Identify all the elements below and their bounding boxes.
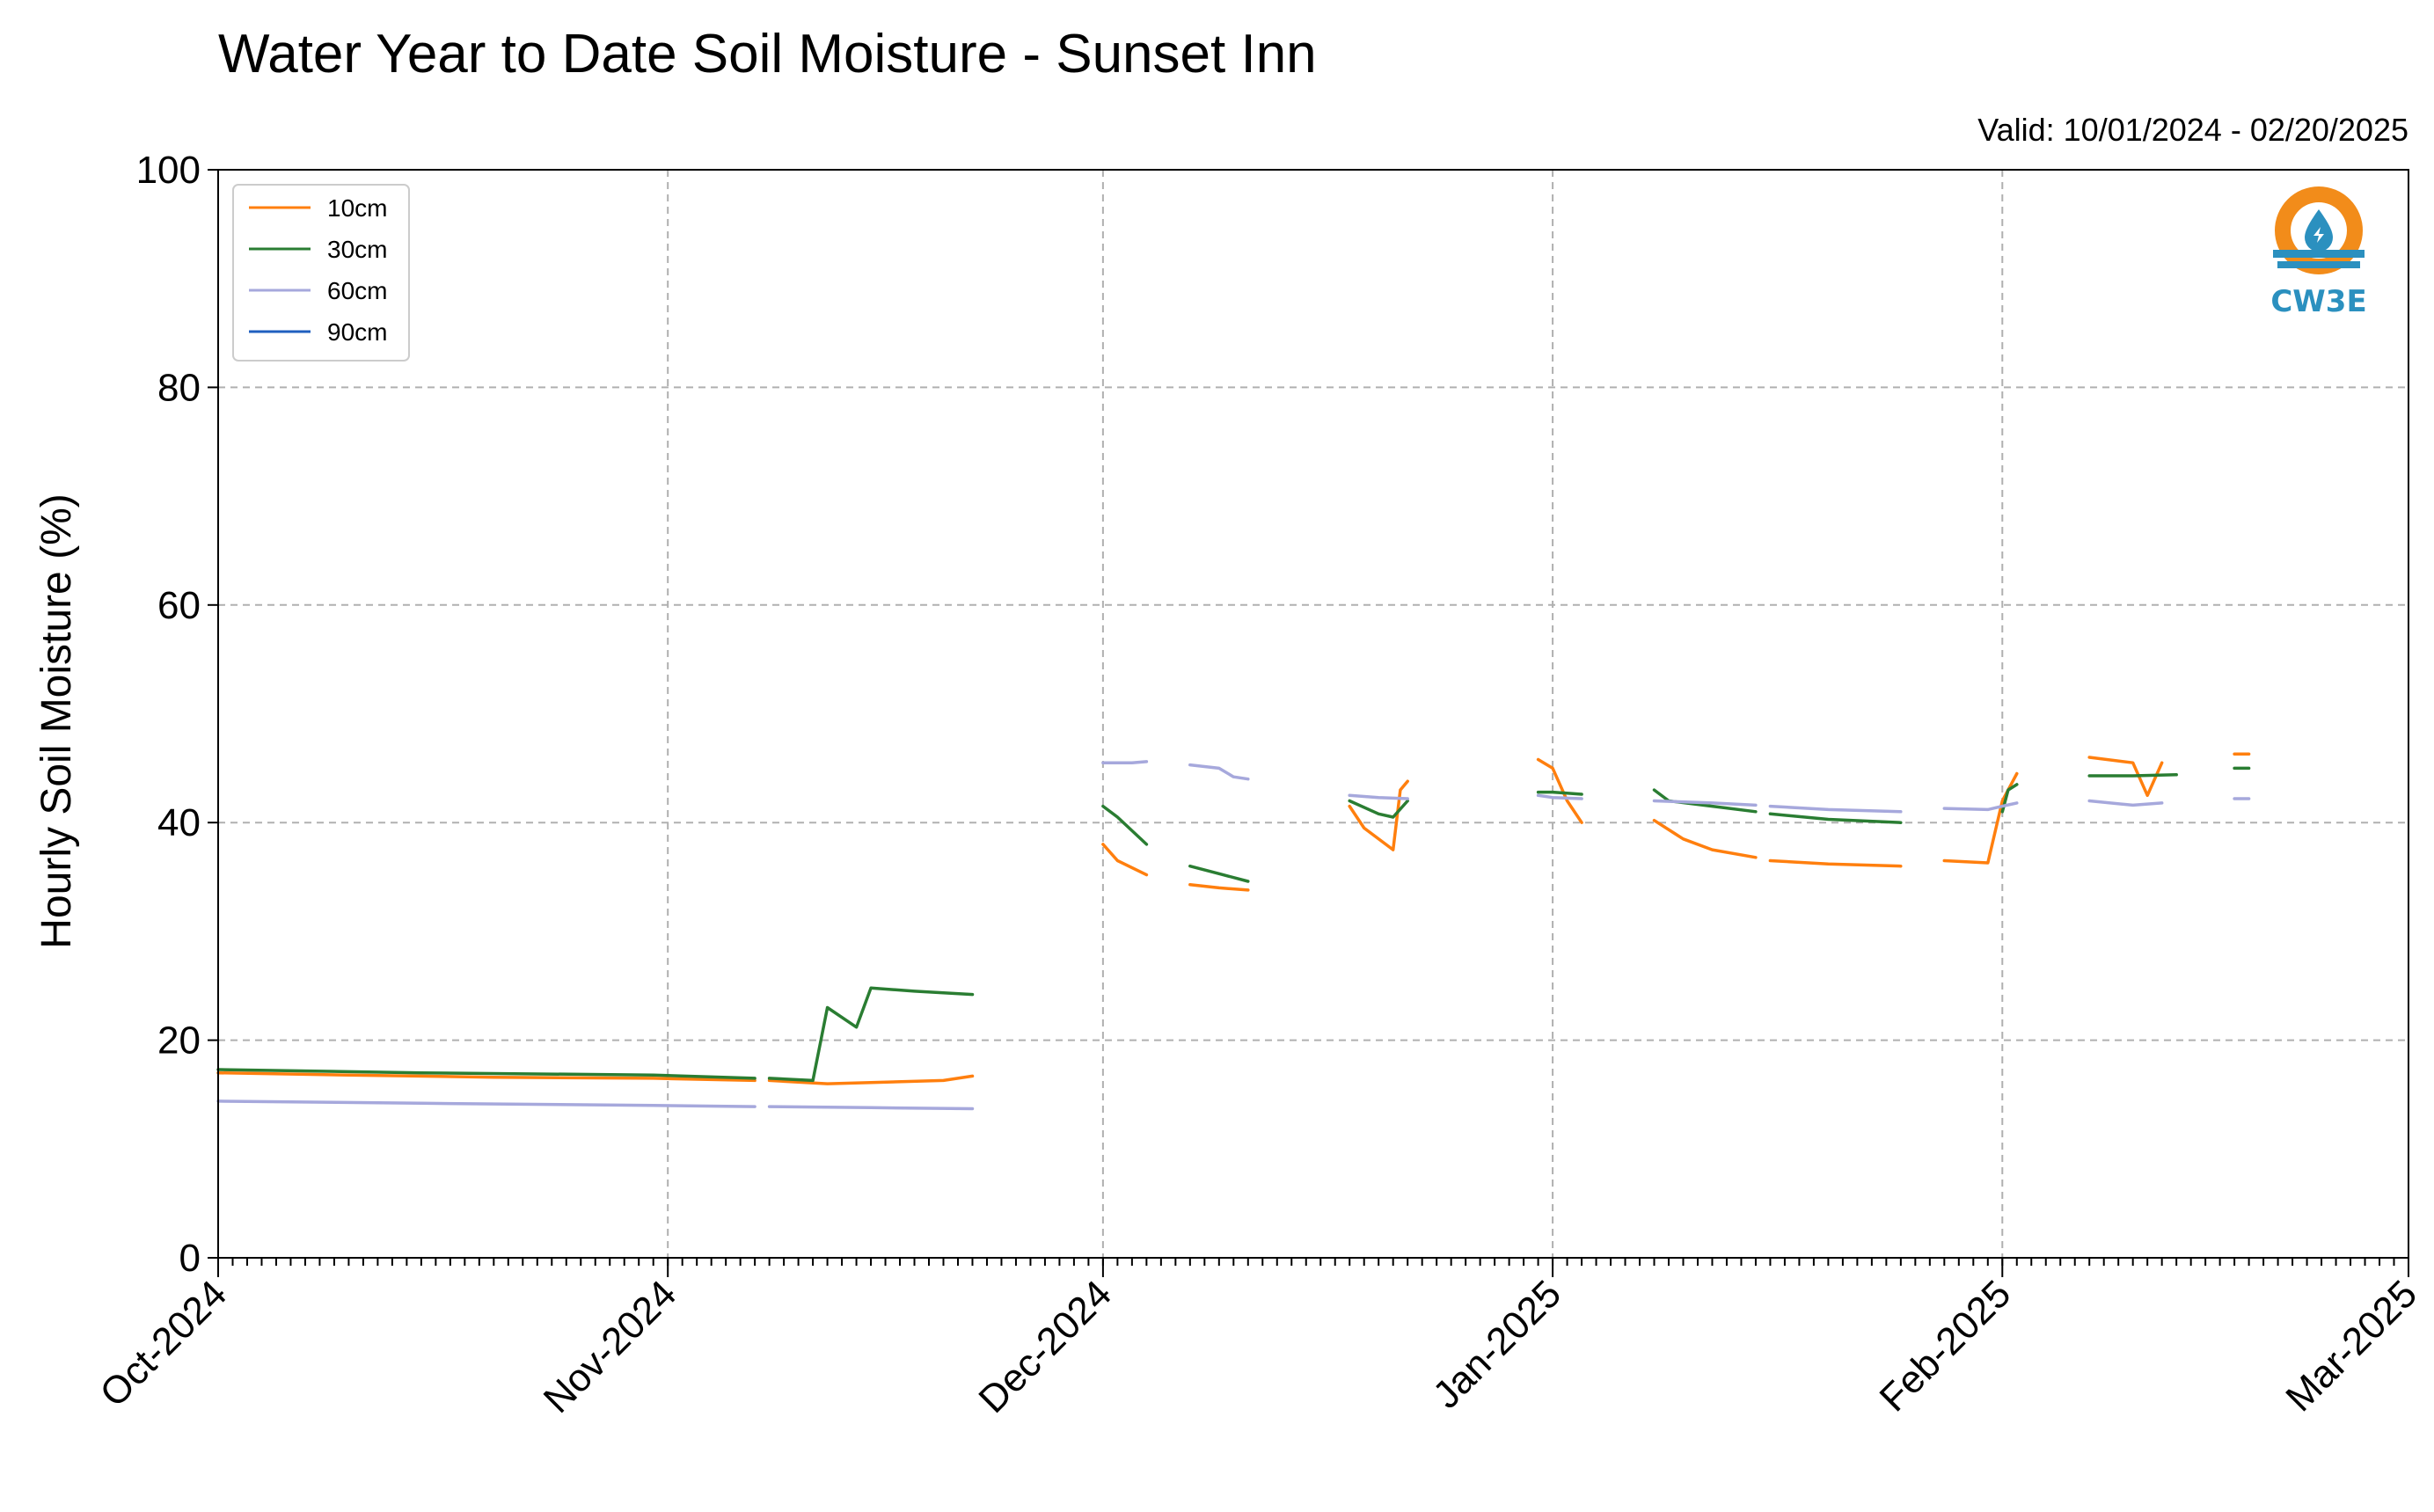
series-line-30cm <box>216 1068 757 1080</box>
legend-label: 30cm <box>327 236 387 263</box>
y-tick-label: 0 <box>179 1237 201 1280</box>
series-line-30cm <box>1768 812 1903 824</box>
series-line-10cm <box>1101 843 1149 877</box>
series-line-30cm <box>2000 783 2019 814</box>
series-line-60cm <box>2087 799 2164 807</box>
series-line-10cm <box>1348 779 1409 851</box>
x-tick-label: Mar-2025 <box>2277 1272 2425 1420</box>
x-tick-label: Dec-2024 <box>970 1272 1120 1421</box>
series-line-10cm <box>1942 771 2019 865</box>
series-line-30cm <box>1348 799 1409 819</box>
series-line-60cm <box>216 1099 757 1108</box>
series-line-10cm <box>1652 818 1758 859</box>
series-line-60cm <box>1536 793 1583 800</box>
x-tick-label: Nov-2024 <box>536 1272 685 1421</box>
series-line-60cm <box>1942 801 2019 812</box>
x-tick-label: Feb-2025 <box>1872 1272 2020 1420</box>
y-tick-label: 100 <box>136 149 201 192</box>
series-line-60cm <box>1652 799 1758 807</box>
series-line-60cm <box>1348 793 1409 800</box>
series-line-10cm <box>1188 882 1250 892</box>
x-tick-label: Oct-2024 <box>91 1272 235 1415</box>
series-line-30cm <box>767 986 975 1083</box>
series-line-10cm <box>1536 757 1583 824</box>
y-axis-label: Hourly Soil Moisture (%) <box>33 493 80 948</box>
cw3e-logo: CW3E <box>2270 186 2367 319</box>
series-line-60cm <box>1101 760 1149 764</box>
series-line-60cm <box>1188 763 1250 781</box>
legend-box <box>232 184 410 362</box>
x-axis-ticks: Oct-2024 Nov-2024 Dec-2024 Jan-2025 Feb-2025… <box>91 1258 2425 1421</box>
legend-label: 60cm <box>327 277 387 304</box>
legend: 10cm 30cm 60cm 90cm <box>232 184 410 362</box>
y-tick-label: 60 <box>157 584 201 627</box>
grid-lines <box>218 170 2408 1258</box>
y-tick-label: 80 <box>157 366 201 409</box>
series-line-60cm <box>767 1105 975 1111</box>
series-line-10cm <box>767 1074 975 1085</box>
y-axis-ticks: 0 20 40 60 80 100 <box>136 149 218 1280</box>
series-line-30cm <box>1536 790 1583 796</box>
legend-label: 10cm <box>327 194 387 222</box>
series-lines <box>216 752 2251 1111</box>
series-line-10cm <box>216 1070 757 1083</box>
plot-area-frame <box>217 169 2409 1259</box>
y-tick-label: 40 <box>157 801 201 844</box>
series-line-30cm <box>1188 864 1250 883</box>
chart-title: Water Year to Date Soil Moisture - Sunse… <box>218 24 1317 84</box>
y-tick-label: 20 <box>157 1019 201 1063</box>
series-line-10cm <box>2087 756 2164 798</box>
x-tick-label: Jan-2025 <box>1425 1272 1569 1416</box>
series-line-60cm <box>1768 804 1903 814</box>
series-line-30cm <box>2087 773 2178 778</box>
series-line-30cm <box>1101 804 1149 846</box>
series-line-10cm <box>1768 858 1903 868</box>
legend-label: 90cm <box>327 318 387 346</box>
chart-subtitle: Valid: 10/01/2024 - 02/20/2025 <box>1977 112 2408 148</box>
logo-text: CW3E <box>2270 284 2366 319</box>
